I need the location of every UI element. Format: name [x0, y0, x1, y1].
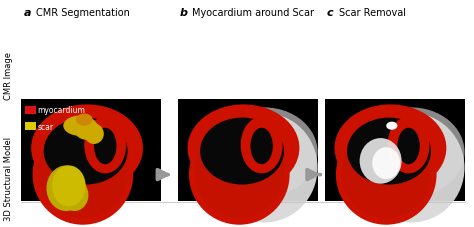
Ellipse shape — [347, 118, 431, 185]
Ellipse shape — [76, 114, 92, 126]
Bar — [21, 100, 161, 201]
Ellipse shape — [61, 179, 89, 211]
Ellipse shape — [211, 114, 318, 222]
Ellipse shape — [74, 120, 100, 140]
Text: CMR Segmentation: CMR Segmentation — [36, 8, 129, 18]
Ellipse shape — [63, 121, 97, 149]
Ellipse shape — [188, 105, 300, 192]
Ellipse shape — [46, 166, 86, 211]
Ellipse shape — [335, 105, 447, 192]
Text: 3D Structural Model: 3D Structural Model — [4, 136, 13, 220]
Ellipse shape — [397, 128, 420, 165]
Ellipse shape — [358, 114, 465, 222]
Ellipse shape — [44, 118, 128, 185]
Ellipse shape — [383, 118, 423, 145]
Ellipse shape — [194, 127, 284, 218]
Ellipse shape — [63, 116, 97, 136]
Text: a: a — [24, 8, 31, 18]
Ellipse shape — [219, 121, 253, 149]
Ellipse shape — [200, 118, 284, 185]
Bar — [25, 106, 36, 114]
Ellipse shape — [386, 122, 397, 130]
Bar — [325, 100, 465, 201]
Text: CMR Image: CMR Image — [4, 52, 13, 100]
Text: myocardium: myocardium — [37, 106, 85, 115]
Ellipse shape — [211, 108, 318, 197]
Bar — [178, 100, 318, 201]
Ellipse shape — [94, 128, 117, 165]
Ellipse shape — [360, 138, 401, 184]
Ellipse shape — [237, 118, 275, 145]
Text: scar: scar — [37, 122, 54, 131]
Ellipse shape — [366, 121, 400, 149]
Ellipse shape — [388, 117, 429, 174]
Text: b: b — [180, 8, 188, 18]
Ellipse shape — [64, 191, 80, 209]
Text: Scar Removal: Scar Removal — [339, 8, 406, 18]
Ellipse shape — [84, 117, 126, 174]
Ellipse shape — [217, 120, 295, 191]
Ellipse shape — [341, 127, 431, 218]
Text: Myocardium around Scar: Myocardium around Scar — [192, 8, 314, 18]
Ellipse shape — [250, 128, 273, 165]
Ellipse shape — [52, 166, 86, 207]
Ellipse shape — [364, 120, 442, 191]
Bar — [25, 123, 36, 130]
Ellipse shape — [84, 124, 104, 144]
Ellipse shape — [31, 105, 143, 192]
Ellipse shape — [358, 108, 465, 197]
Ellipse shape — [189, 125, 290, 225]
Ellipse shape — [336, 125, 437, 225]
Ellipse shape — [241, 117, 283, 174]
Text: c: c — [327, 8, 334, 18]
Ellipse shape — [52, 168, 74, 191]
Ellipse shape — [372, 148, 400, 179]
Ellipse shape — [38, 127, 128, 218]
Ellipse shape — [33, 125, 133, 225]
